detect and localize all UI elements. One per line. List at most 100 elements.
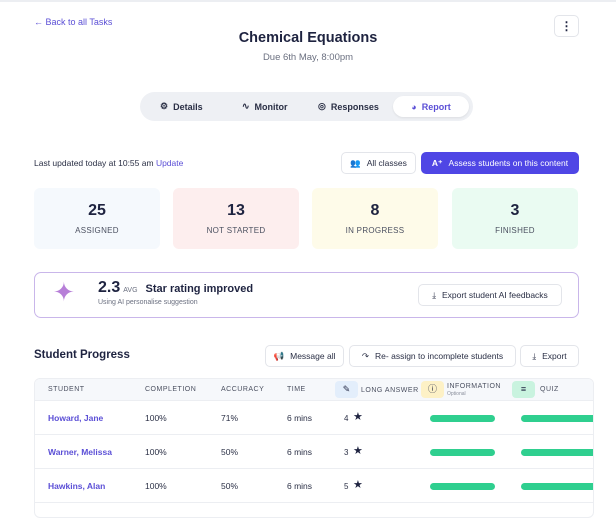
pie-chart-icon: ◕	[411, 101, 417, 112]
users-icon: 👥	[350, 157, 361, 168]
stat-label: IN PROGRESS	[345, 226, 405, 235]
col-information[interactable]: INFORMATION	[447, 383, 501, 390]
table-row: Warner, Melissa 100% 50% 6 mins 3 ★	[35, 435, 593, 469]
accuracy-value: 50%	[221, 481, 239, 491]
button-label: All classes	[366, 158, 407, 168]
top-divider	[0, 0, 616, 2]
stat-value: 8	[370, 202, 380, 219]
export-button[interactable]: ⤓ Export	[520, 345, 579, 367]
tab-label: Responses	[330, 101, 379, 112]
rating-headline: Star rating improved	[145, 283, 254, 295]
stat-not-started: 13 NOT STARTED	[173, 188, 299, 249]
rating-subtext: Using AI personalise suggestion	[98, 299, 198, 306]
download-icon: ⤓	[532, 350, 537, 361]
information-progress-bar	[430, 483, 495, 490]
quiz-progress-bar	[521, 415, 593, 422]
col-information-optional: Optional	[447, 391, 466, 397]
tab-monitor[interactable]: ∿ Monitor	[242, 96, 288, 117]
back-link[interactable]: ← Back to all Tasks	[34, 17, 113, 27]
accuracy-value: 50%	[221, 447, 239, 457]
tab-responses[interactable]: ◎ Responses	[318, 96, 379, 117]
star-icon: ★	[353, 479, 363, 491]
back-link-label: Back to all Tasks	[45, 17, 113, 27]
all-classes-button[interactable]: 👥 All classes	[341, 152, 416, 174]
star-count: 4	[344, 414, 349, 423]
button-label: Re- assign to incomplete students	[375, 351, 504, 361]
student-name-link[interactable]: Hawkins, Alan	[48, 481, 106, 491]
stat-assigned: 25 ASSIGNED	[34, 188, 160, 249]
tab-label: Report	[421, 101, 451, 112]
time-value: 6 mins	[287, 481, 313, 491]
gear-icon: ⚙	[160, 101, 169, 111]
assess-students-button[interactable]: A⁺ Assess students on this content	[421, 152, 579, 174]
stat-value: 25	[88, 202, 106, 219]
button-label: Export	[542, 351, 567, 361]
time-value: 6 mins	[287, 413, 313, 423]
message-all-button[interactable]: 📢 Message all	[265, 345, 344, 367]
reassign-button[interactable]: ↷ Re- assign to incomplete students	[349, 345, 516, 367]
col-time[interactable]: TIME	[287, 386, 306, 393]
information-progress-bar	[430, 415, 495, 422]
stat-value: 3	[510, 202, 520, 219]
star-icon: ★	[353, 445, 363, 457]
star-icon: ★	[353, 411, 363, 423]
ai-text-icon: A⁺	[431, 157, 443, 168]
col-quiz[interactable]: QUIZ	[540, 386, 559, 393]
megaphone-icon: 📢	[273, 350, 285, 361]
due-date: Due 6th May, 8:00pm	[262, 52, 354, 63]
table-row: Howard, Jane 100% 71% 6 mins 4 ★	[35, 401, 593, 435]
star-count: 3	[344, 448, 349, 457]
tab-label: Details	[173, 101, 203, 112]
student-name-link[interactable]: Howard, Jane	[48, 413, 104, 423]
completion-value: 100%	[145, 481, 167, 491]
ai-rating-banner: ✦ 2.3 AVG Star rating improved Using AI …	[34, 272, 579, 318]
last-updated-text: Last updated today at 10:55 am	[34, 158, 154, 168]
tab-label: Monitor	[254, 101, 288, 112]
tab-details[interactable]: ⚙ Details	[160, 96, 203, 117]
col-long-answer[interactable]: LONG ANSWER	[361, 387, 419, 394]
quiz-icon: ≡	[512, 381, 535, 398]
completion-value: 100%	[145, 447, 167, 457]
stat-value: 13	[227, 202, 245, 219]
quiz-progress-bar	[521, 483, 593, 490]
button-label: Export student AI feedbacks	[441, 290, 548, 300]
export-ai-feedback-button[interactable]: ⤓ Export student AI feedbacks	[418, 284, 562, 306]
student-name-link[interactable]: Warner, Melissa	[48, 447, 112, 457]
time-value: 6 mins	[287, 447, 313, 457]
stat-finished: 3 FINISHED	[452, 188, 578, 249]
student-progress-table: STUDENT COMPLETION ACCURACY TIME ✎ LONG …	[34, 378, 594, 518]
redo-icon: ↷	[361, 350, 370, 361]
col-student[interactable]: STUDENT	[48, 386, 85, 393]
pulse-icon: ∿	[242, 101, 250, 111]
stat-label: FINISHED	[495, 226, 535, 235]
rating-avg-label: AVG	[123, 287, 138, 294]
quiz-progress-bar	[521, 449, 593, 456]
update-link[interactable]: Update	[155, 158, 184, 168]
tab-report[interactable]: ◕ Report	[393, 96, 469, 117]
rating-value: 2.3	[98, 279, 121, 296]
information-progress-bar	[430, 449, 495, 456]
stat-in-progress: 8 IN PROGRESS	[312, 188, 438, 249]
tab-bar: ⚙ Details ∿ Monitor ◎ Responses ◕ Report	[140, 92, 473, 121]
stat-label: NOT STARTED	[206, 226, 266, 235]
button-label: Assess students on this content	[448, 158, 569, 168]
completion-value: 100%	[145, 413, 167, 423]
chat-icon: ◎	[318, 101, 326, 111]
page-title: Chemical Equations	[238, 30, 378, 46]
accuracy-value: 71%	[221, 413, 239, 423]
sparkle-icon: ✦	[53, 277, 75, 307]
pencil-icon: ✎	[335, 381, 358, 398]
download-icon: ⤓	[432, 289, 436, 300]
button-label: Message all	[290, 351, 336, 361]
table-header: STUDENT COMPLETION ACCURACY TIME ✎ LONG …	[35, 379, 593, 401]
last-updated: Last updated today at 10:55 am Update	[34, 158, 183, 168]
stat-label: ASSIGNED	[75, 226, 119, 235]
table-row: Hawkins, Alan 100% 50% 6 mins 5 ★	[35, 469, 593, 503]
info-icon: ⓘ	[421, 381, 444, 398]
col-accuracy[interactable]: ACCURACY	[221, 386, 265, 393]
star-count: 5	[344, 482, 349, 491]
col-completion[interactable]: COMPLETION	[145, 386, 197, 393]
section-title: Student Progress	[34, 349, 130, 361]
more-menu-button[interactable]: ⋮	[554, 15, 579, 37]
more-vertical-icon: ⋮	[560, 19, 573, 33]
